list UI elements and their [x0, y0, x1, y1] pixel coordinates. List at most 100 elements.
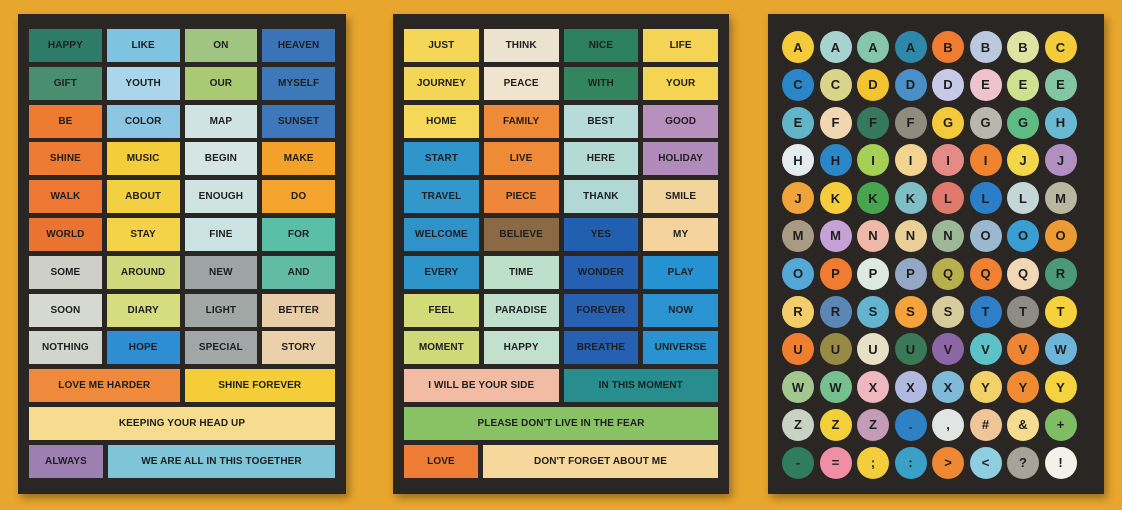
- word-sticker: MAP: [184, 104, 258, 138]
- letter-sticker: K: [894, 182, 927, 215]
- letter-sticker: J: [782, 182, 814, 215]
- word-sticker: AROUND: [106, 255, 180, 289]
- word-sticker: BELIEVE: [483, 217, 559, 251]
- letter-sticker: A: [819, 31, 852, 63]
- word-sticker: FEEL: [404, 293, 479, 327]
- phrase-row: ALWAYS WE ARE ALL IN THIS TOGETHER: [29, 445, 335, 478]
- word-sticker: SOME: [29, 255, 102, 289]
- word-sticker: MYSELF: [262, 66, 335, 100]
- letter-sticker: V: [1007, 333, 1039, 366]
- letter-sticker: O: [1044, 219, 1077, 252]
- word-sticker: WITH: [563, 66, 639, 100]
- letter-sticker: C: [819, 68, 852, 101]
- word-sticker: START: [404, 142, 479, 176]
- word-sticker: NOW: [643, 293, 718, 327]
- letter-sticker: S: [932, 295, 964, 328]
- letter-sticker: S: [857, 295, 889, 328]
- word-sticker: LIGHT: [184, 293, 258, 327]
- letter-sticker: K: [857, 182, 889, 215]
- word-sticker: NEW: [184, 255, 258, 289]
- word-sticker: ENOUGH: [184, 180, 258, 214]
- word-sticker: DO: [262, 180, 335, 214]
- letter-sticker: R: [1044, 257, 1077, 290]
- word-sticker: ON: [184, 29, 258, 62]
- letter-sticker: I: [932, 144, 964, 177]
- letter-sticker: U: [782, 333, 814, 366]
- word-sticker: PARADISE: [483, 293, 559, 327]
- letter-sticker: Y: [1007, 371, 1039, 404]
- word-sticker: MY: [643, 217, 718, 251]
- letter-sticker: P: [894, 257, 927, 290]
- letter-sticker: R: [782, 295, 814, 328]
- word-sticker: WONDER: [563, 255, 639, 289]
- word-sticker: EVERY: [404, 255, 479, 289]
- letter-sticker: I: [857, 144, 889, 177]
- word-sticker: YES: [563, 217, 639, 251]
- word-sticker: NICE: [563, 29, 639, 62]
- word-sticker: FAMILY: [483, 104, 559, 138]
- letter-sticker: X: [857, 371, 889, 404]
- word-sticker: HOME: [404, 104, 479, 138]
- letter-sticker: L: [1007, 182, 1039, 215]
- letter-sticker: E: [1007, 68, 1039, 101]
- letter-sticker: P: [819, 257, 852, 290]
- phrase-row: LOVE DON'T FORGET ABOUT ME: [404, 445, 718, 478]
- letter-sticker: -: [782, 446, 814, 479]
- word-sticker: BEST: [563, 104, 639, 138]
- letter-sticker: G: [1007, 106, 1039, 139]
- letter-sticker: !: [1044, 446, 1077, 479]
- letter-sticker: H: [782, 144, 814, 177]
- word-sticker: HERE: [563, 142, 639, 176]
- word-sticker: HOPE: [106, 331, 180, 365]
- word-sticker: DON'T FORGET ABOUT ME: [483, 445, 718, 478]
- word-sticker: BREATHE: [563, 331, 639, 365]
- letter-sticker: Q: [932, 257, 964, 290]
- word-sticker: COLOR: [106, 104, 180, 138]
- letter-sticker: E: [969, 68, 1002, 101]
- letter-sticker: L: [932, 182, 964, 215]
- letter-sticker: X: [932, 371, 964, 404]
- letter-sticker: F: [857, 106, 889, 139]
- letter-sticker: W: [819, 371, 852, 404]
- word-sticker: SHINE FOREVER: [184, 369, 335, 402]
- letter-sticker: N: [894, 219, 927, 252]
- word-sticker: TRAVEL: [404, 180, 479, 214]
- word-sticker: STORY: [262, 331, 335, 365]
- word-sticker: YOUR: [643, 66, 718, 100]
- letter-sticker: M: [1044, 182, 1077, 215]
- letter-sticker: .: [894, 408, 927, 441]
- word-sticker: FINE: [184, 217, 258, 251]
- word-sticker: PLEASE DON'T LIVE IN THE FEAR: [404, 407, 718, 440]
- letter-sticker: Z: [782, 408, 814, 441]
- word-sticker: WELCOME: [404, 217, 479, 251]
- letter-sticker: #: [969, 408, 1002, 441]
- word-sticker: DIARY: [106, 293, 180, 327]
- letter-sticker: T: [1007, 295, 1039, 328]
- word-sticker: FOR: [262, 217, 335, 251]
- letter-sticker: C: [1044, 31, 1077, 63]
- word-sticker: LIFE: [643, 29, 718, 62]
- word-sticker-sheet-1: HAPPY LIKE ON HEAVEN GIFT YOUTH OUR MYSELF BE COL…: [18, 14, 346, 494]
- letter-sticker: :: [894, 446, 927, 479]
- letter-sticker: >: [932, 446, 964, 479]
- word-sticker: YOUTH: [106, 66, 180, 100]
- word-sticker: SHINE: [29, 142, 102, 176]
- word-sticker: UNIVERSE: [643, 331, 718, 365]
- letter-sticker: M: [782, 219, 814, 252]
- letter-sticker: H: [1044, 106, 1077, 139]
- word-sticker: I WILL BE YOUR SIDE: [404, 369, 559, 402]
- letter-sticker: B: [969, 31, 1002, 63]
- letter-sticker: V: [932, 333, 964, 366]
- word-sticker: GIFT: [29, 66, 102, 100]
- letter-sticker: A: [782, 31, 814, 63]
- letter-sticker: O: [969, 219, 1002, 252]
- letter-sticker: V: [969, 333, 1002, 366]
- word-sticker: THANK: [563, 180, 639, 214]
- letter-sticker: E: [1044, 68, 1077, 101]
- letter-sticker: U: [857, 333, 889, 366]
- letter-sticker: ?: [1007, 446, 1039, 479]
- word-sticker: AND: [262, 255, 335, 289]
- letter-sticker: I: [894, 144, 927, 177]
- letter-sticker: F: [894, 106, 927, 139]
- letter-sticker: G: [969, 106, 1002, 139]
